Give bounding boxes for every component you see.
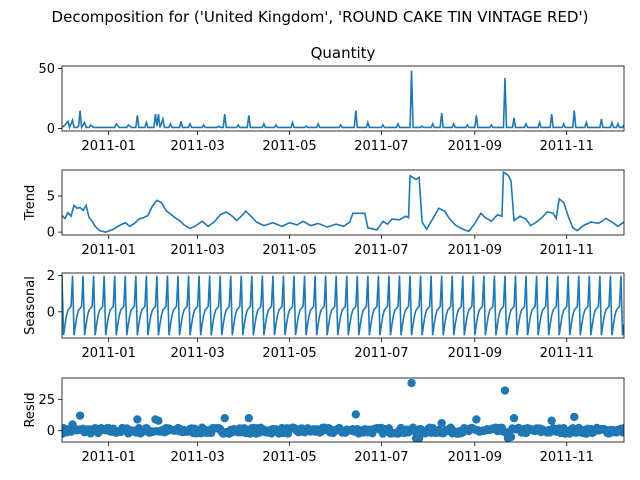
x-tick-label: 2011-07 bbox=[354, 243, 408, 258]
resid-point bbox=[506, 432, 516, 442]
resid-point bbox=[351, 410, 361, 419]
x-tick: 2011-09 bbox=[448, 338, 502, 361]
resid-point bbox=[154, 416, 163, 425]
y-tick: 0 bbox=[47, 305, 62, 320]
x-tick-label: 2011-11 bbox=[540, 243, 594, 258]
resid-point bbox=[133, 415, 142, 424]
resid-point bbox=[437, 418, 446, 428]
resid-point bbox=[619, 424, 624, 433]
x-tick-label: 2011-09 bbox=[448, 139, 502, 154]
series-line bbox=[62, 170, 624, 233]
y-axis-label: Trend bbox=[23, 185, 38, 222]
resid-point bbox=[570, 412, 579, 422]
y-tick-label: 0 bbox=[47, 305, 55, 320]
panel-seasonal: 0 2 2011-01 2011-03 2011-05 2011-07 2011-09 201… bbox=[23, 269, 625, 361]
panel-quantity: 0 50 2011-01 2011-03 2011-05 2011-07 2011-09 20… bbox=[38, 44, 625, 154]
y-tick-label: 0 bbox=[47, 226, 55, 241]
x-tick-label: 2011-03 bbox=[170, 346, 224, 361]
x-tick: 2011-01 bbox=[82, 131, 136, 154]
x-tick-label: 2011-01 bbox=[82, 243, 136, 258]
y-tick-label: 5 bbox=[47, 190, 55, 205]
y-tick-label: 2 bbox=[47, 269, 55, 284]
resid-point bbox=[472, 415, 481, 424]
x-tick: 2011-11 bbox=[540, 235, 594, 258]
x-tick: 2011-11 bbox=[540, 442, 594, 465]
x-tick-label: 2011-07 bbox=[354, 450, 408, 465]
x-tick-label: 2011-03 bbox=[170, 139, 224, 154]
x-tick: 2011-03 bbox=[170, 131, 225, 154]
axes-frame bbox=[61, 169, 625, 236]
y-tick-label: 50 bbox=[38, 62, 55, 77]
x-tick: 2011-05 bbox=[262, 235, 317, 258]
x-tick: 2011-09 bbox=[448, 131, 502, 154]
x-tick-label: 2011-07 bbox=[354, 346, 408, 361]
x-tick: 2011-11 bbox=[540, 338, 594, 361]
x-tick-label: 2011-11 bbox=[540, 139, 594, 154]
y-tick-label: 0 bbox=[47, 424, 55, 439]
resid-point bbox=[220, 413, 229, 423]
resid-point bbox=[547, 416, 556, 425]
y-tick: 0 bbox=[47, 122, 62, 137]
x-tick: 2011-01 bbox=[82, 442, 136, 465]
x-tick: 2011-03 bbox=[170, 338, 225, 361]
x-tick-label: 2011-11 bbox=[540, 450, 594, 465]
y-tick: 0 bbox=[47, 226, 62, 241]
x-tick-label: 2011-01 bbox=[82, 450, 136, 465]
resid-point bbox=[75, 411, 85, 420]
y-tick: 50 bbox=[38, 62, 62, 77]
x-tick: 2011-07 bbox=[354, 131, 409, 154]
series-line bbox=[62, 70, 624, 130]
x-tick-label: 2011-05 bbox=[262, 450, 316, 465]
resid-point bbox=[509, 413, 519, 423]
x-tick: 2011-09 bbox=[448, 235, 502, 258]
y-tick: 5 bbox=[47, 190, 62, 205]
resid-point bbox=[500, 386, 510, 395]
y-tick: 2 bbox=[47, 269, 62, 284]
x-tick: 2011-05 bbox=[262, 442, 317, 465]
x-tick: 2011-07 bbox=[354, 338, 409, 361]
x-tick-label: 2011-01 bbox=[82, 346, 136, 361]
y-axis-label: Resid bbox=[23, 392, 38, 427]
x-tick-label: 2011-09 bbox=[448, 346, 502, 361]
figure-suptitle: Decomposition for ('United Kingdom', 'RO… bbox=[52, 8, 589, 26]
panel-title: Quantity bbox=[311, 44, 376, 62]
resid-point bbox=[244, 413, 254, 423]
x-tick-label: 2011-05 bbox=[262, 139, 316, 154]
x-tick-label: 2011-11 bbox=[540, 346, 594, 361]
x-tick-label: 2011-03 bbox=[170, 450, 224, 465]
x-tick-label: 2011-05 bbox=[262, 243, 316, 258]
x-tick-label: 2011-07 bbox=[354, 139, 408, 154]
axes-frame bbox=[61, 65, 625, 132]
x-tick: 2011-07 bbox=[354, 235, 409, 258]
y-tick-label: 25 bbox=[38, 393, 55, 408]
x-tick: 2011-05 bbox=[262, 338, 317, 361]
panel-trend: 0 5 2011-01 2011-03 2011-05 2011-07 2011-09 201… bbox=[23, 169, 625, 258]
x-tick: 2011-07 bbox=[354, 442, 409, 465]
x-tick: 2011-03 bbox=[170, 442, 225, 465]
y-tick: 25 bbox=[38, 393, 62, 408]
resid-point bbox=[407, 378, 416, 388]
x-tick-label: 2011-09 bbox=[448, 450, 502, 465]
x-tick: 2011-05 bbox=[262, 131, 317, 154]
y-tick: 0 bbox=[47, 424, 62, 439]
seasonal-line bbox=[62, 275, 624, 336]
x-tick-label: 2011-01 bbox=[82, 139, 136, 154]
y-tick-label: 0 bbox=[47, 122, 55, 137]
x-tick: 2011-03 bbox=[170, 235, 225, 258]
x-tick: 2011-01 bbox=[82, 338, 136, 361]
x-tick-label: 2011-09 bbox=[448, 243, 502, 258]
x-tick-label: 2011-03 bbox=[170, 243, 224, 258]
axes-frame bbox=[61, 377, 625, 443]
panel-resid: 0 25 2011-01 2011-03 2011-05 2011-07 2011-09 20… bbox=[23, 377, 625, 465]
x-tick-label: 2011-05 bbox=[262, 346, 316, 361]
x-tick: 2011-11 bbox=[540, 131, 594, 154]
axes-frame bbox=[61, 272, 625, 339]
x-tick: 2011-01 bbox=[82, 235, 136, 258]
resid-point bbox=[414, 434, 424, 442]
x-tick: 2011-09 bbox=[448, 442, 502, 465]
y-axis-label: Seasonal bbox=[23, 276, 38, 335]
